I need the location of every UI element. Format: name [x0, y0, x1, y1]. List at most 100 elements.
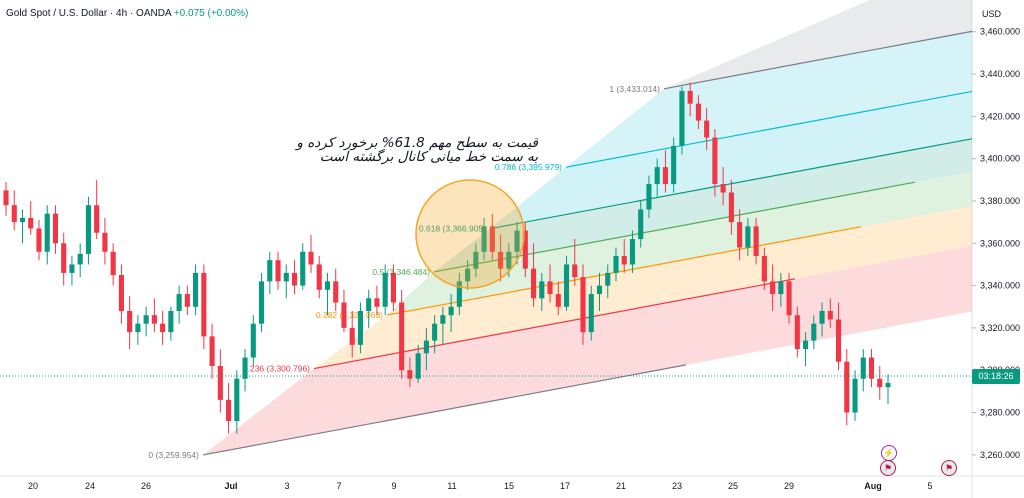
fib-level-line [202, 364, 687, 456]
candle-body [835, 319, 842, 362]
candle-body [671, 145, 677, 185]
candle-body [877, 378, 883, 388]
fib-level-line [565, 90, 973, 168]
candle-body [761, 255, 767, 282]
time-tick-label: 24 [85, 481, 95, 491]
price-tick-label: 3,360.000 [980, 238, 1020, 248]
candle-body [3, 190, 9, 206]
candle-body [547, 281, 553, 295]
time-tick-label: 7 [336, 481, 341, 491]
us-flag-event-icon[interactable]: ⚑ [941, 460, 957, 476]
fib-level-line [663, 30, 973, 90]
candle-body [596, 285, 603, 295]
candle-body [44, 213, 50, 252]
candle-body [19, 217, 26, 223]
candle-body [827, 310, 833, 320]
analysis-annotation: قیمت به سطح مهم 61.8% برخورد کرده و به س… [296, 136, 538, 165]
candle-body [489, 226, 495, 252]
candle-body [770, 281, 776, 295]
candle-body [349, 327, 355, 345]
candle-body [737, 222, 743, 248]
fib-level-label: 0.618 (3,366.905) [419, 224, 486, 234]
candle-body [794, 315, 800, 350]
candle-body [498, 251, 504, 269]
candle-body [712, 137, 718, 185]
fib-level-label: 0.236 (3,300.796) [243, 364, 310, 374]
lightning-event-icon[interactable]: ⚡ [881, 445, 897, 461]
candle-body [250, 323, 256, 358]
time-tick-label: 20 [28, 481, 38, 491]
candle-body [151, 315, 157, 324]
fib-level-line [433, 181, 916, 273]
candle-body [36, 228, 42, 252]
candle-body [127, 310, 133, 333]
fib-level-label: 1 (3,433.014) [609, 84, 660, 94]
price-tick-label: 3,340.000 [980, 281, 1020, 291]
candle-body [555, 294, 561, 307]
candle-body [539, 281, 545, 299]
time-tick-label: 5 [927, 481, 932, 491]
candle-body [341, 302, 347, 328]
candle-body [654, 167, 660, 185]
price-tick-label: 3,460.000 [980, 27, 1020, 37]
time-tick-label: 29 [784, 481, 794, 491]
candle-body [778, 281, 784, 295]
fib-channel-band [490, 91, 972, 229]
candle-body [226, 399, 232, 421]
time-tick-label: 21 [616, 481, 626, 491]
candle-body [745, 226, 751, 248]
candle-body [283, 272, 289, 282]
fib-channel-band-top [664, 0, 972, 89]
candle-body [621, 255, 627, 265]
candle-body [514, 230, 520, 252]
candle-body [275, 260, 281, 282]
candle-body [77, 253, 83, 265]
currency-label[interactable]: USD [982, 9, 1002, 19]
candle-body [613, 255, 619, 273]
candle-body [193, 272, 199, 307]
candle-body [374, 298, 380, 307]
fib-level-label: 0.382 (3,326.063) [316, 310, 383, 320]
candle-body [407, 370, 413, 379]
candle-body [580, 277, 586, 333]
candle-body [753, 226, 759, 256]
candle-body [679, 90, 685, 146]
candle-body [390, 272, 396, 303]
price-tick-label: 3,260.000 [980, 450, 1020, 460]
candle-body [308, 251, 314, 265]
candle-body [448, 306, 454, 316]
candle-body [506, 251, 512, 269]
candle-body [160, 323, 166, 333]
price-tick-label: 3,440.000 [980, 69, 1020, 79]
price-tick-label: 3,280.000 [980, 408, 1020, 418]
candle-body [522, 230, 528, 269]
time-tick-label: 3 [284, 481, 289, 491]
fib-level-label: 0.786 (3,395.979) [495, 162, 562, 172]
time-tick-label: 23 [672, 481, 682, 491]
candle-body [588, 294, 594, 333]
annotation-line-2: به سمت خط میانی کانال برگشته است [319, 149, 538, 165]
candle-body [646, 184, 652, 210]
candle-body [728, 192, 734, 223]
candle-body [530, 268, 537, 299]
candle-body [481, 226, 487, 252]
price-tick-label: 3,380.000 [980, 196, 1020, 206]
time-tick-label: Aug [864, 481, 882, 491]
candle-body [217, 365, 223, 400]
candle-body [176, 294, 182, 311]
fib-level-line [313, 278, 796, 370]
candle-body [629, 239, 636, 265]
candle-body [242, 357, 248, 379]
candle-body [69, 264, 75, 273]
candle-body [456, 281, 462, 307]
symbol-title: Gold Spot / U.S. Dollar · 4h · OANDA [6, 8, 172, 19]
current-price-countdown: 03:18:26 [972, 369, 1020, 384]
candle-body [572, 264, 578, 278]
candle-body [184, 294, 190, 307]
candle-body [382, 272, 388, 307]
us-flag-event-icon[interactable]: ⚑ [880, 460, 896, 476]
fib-level-label: 0.5 (3,346.484) [372, 267, 430, 277]
candle-body [423, 340, 429, 354]
